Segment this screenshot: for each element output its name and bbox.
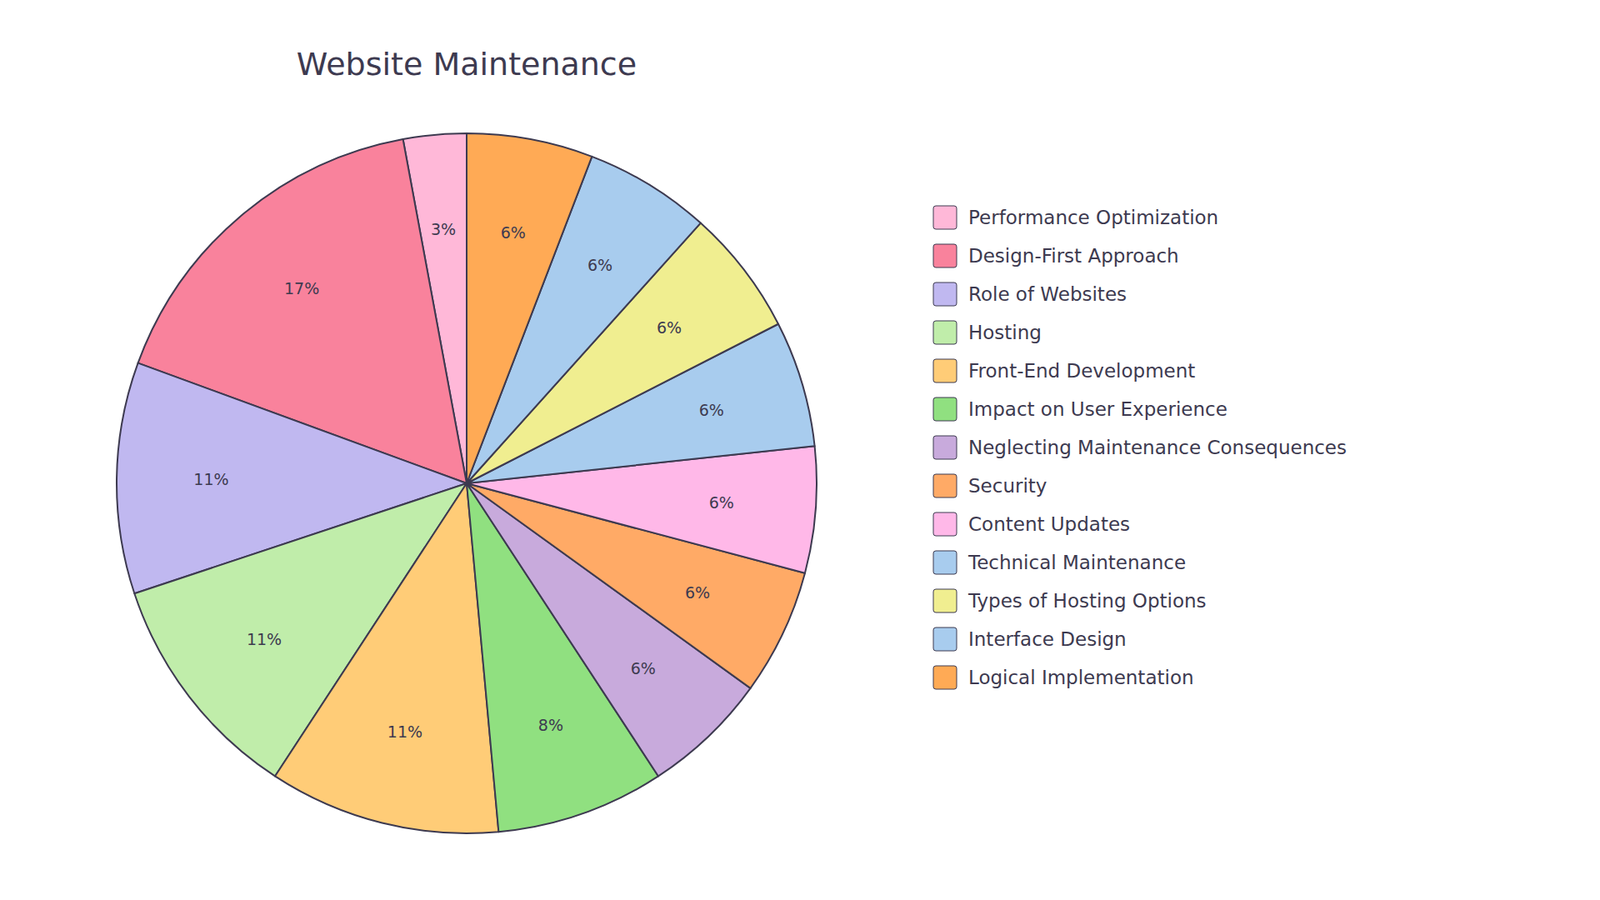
data-label: 11% xyxy=(246,630,282,649)
chart: Website Maintenance 3% 17% 11% 11% 11% 8% 6% 6% 6… xyxy=(0,0,1600,900)
data-label: 6% xyxy=(709,493,735,512)
data-label: 8% xyxy=(538,715,564,735)
legend-swatch xyxy=(933,665,957,690)
legend-swatch xyxy=(933,359,957,383)
legend-swatch xyxy=(933,205,957,230)
legend-swatch xyxy=(933,244,957,268)
legend-swatch xyxy=(933,282,957,306)
slices xyxy=(116,133,817,834)
title: Website Maintenance xyxy=(296,45,637,83)
legend: Performance Optimization Design-First App… xyxy=(933,205,1347,690)
legend-label: Interface Design xyxy=(968,628,1127,650)
pie-slice xyxy=(466,133,592,484)
legend-swatch xyxy=(933,589,957,613)
legend-label: Neglecting Maintenance Consequences xyxy=(968,436,1347,459)
data-label: 17% xyxy=(284,279,320,298)
legend-swatch xyxy=(933,512,957,536)
data-label: 3% xyxy=(430,220,456,239)
legend-swatch xyxy=(933,435,957,460)
legend-swatch xyxy=(933,320,957,345)
legend-swatch xyxy=(933,474,957,498)
legend-label: Types of Hosting Options xyxy=(967,590,1207,612)
data-label: 6% xyxy=(656,318,682,337)
legend-label: Front-End Development xyxy=(968,360,1195,382)
legend-label: Content Updates xyxy=(968,513,1130,535)
legend-label: Technical Maintenance xyxy=(967,551,1186,574)
legend-swatch xyxy=(933,550,957,575)
legend-swatch xyxy=(933,627,957,651)
legend-label: Security xyxy=(968,475,1047,497)
background xyxy=(0,0,1600,900)
legend-label: Logical Implementation xyxy=(968,666,1195,689)
data-label: 6% xyxy=(685,583,710,602)
legend-label: Performance Optimization xyxy=(968,206,1219,229)
data-labels: 3% 17% 11% 11% 11% 8% 6% 6% 6% 6% 6% 6% 6% xyxy=(193,220,734,741)
legend-label: Hosting xyxy=(968,321,1042,344)
data-label: 6% xyxy=(587,255,613,275)
data-label: 11% xyxy=(193,470,229,489)
pie-slice xyxy=(275,483,499,834)
legend-label: Design-First Approach xyxy=(968,245,1180,267)
legend-label: Impact on User Experience xyxy=(968,398,1228,420)
legend-label: Role of Websites xyxy=(968,283,1127,305)
data-label: 6% xyxy=(500,223,526,242)
legend-swatch xyxy=(933,397,957,421)
data-label: 6% xyxy=(699,400,725,420)
data-label: 11% xyxy=(387,722,423,741)
data-label: 6% xyxy=(630,659,656,678)
